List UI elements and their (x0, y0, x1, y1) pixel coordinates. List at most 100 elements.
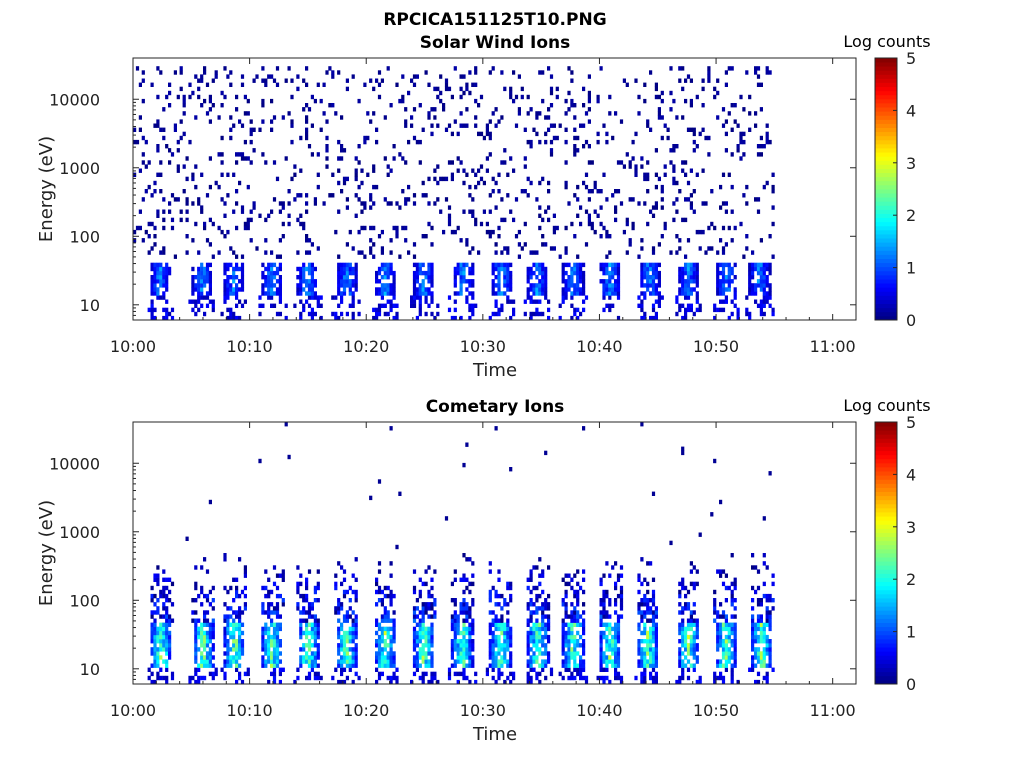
heatmap-cell (485, 667, 489, 672)
heatmap-cell (526, 671, 530, 677)
heatmap-cell (412, 606, 417, 611)
heatmap-cell (558, 303, 562, 308)
heatmap-cell (605, 254, 609, 259)
heatmap-cell (418, 291, 422, 296)
heatmap-cell (509, 270, 513, 276)
heatmap-cell (579, 279, 583, 284)
heatmap-cell (678, 266, 682, 272)
heatmap-cell (287, 454, 291, 460)
heatmap-cell (450, 598, 454, 603)
heatmap-cell (488, 119, 492, 124)
heatmap-cell (229, 115, 233, 120)
heatmap-cell (377, 622, 382, 627)
heatmap-cell (363, 254, 367, 259)
heatmap-cell (363, 139, 367, 145)
heatmap-cell (567, 262, 571, 268)
heatmap-cell (238, 663, 242, 668)
heatmap-cell (272, 275, 277, 280)
heatmap-cell (165, 279, 169, 284)
heatmap-cell (337, 303, 341, 308)
heatmap-cell (692, 663, 696, 668)
heatmap-cell (150, 598, 154, 603)
heatmap-cell (503, 86, 507, 92)
heatmap-cell (185, 536, 189, 541)
heatmap-cell (488, 651, 492, 656)
heatmap-cell (305, 299, 309, 304)
heatmap-cell (541, 602, 545, 607)
heatmap-cell (389, 303, 393, 308)
heatmap-cell (205, 111, 210, 116)
heatmap-cell (272, 565, 277, 570)
heatmap-cell (488, 622, 492, 627)
colorbar-segment (875, 442, 897, 447)
heatmap-cell (651, 622, 656, 627)
heatmap-cell (328, 103, 332, 108)
heatmap-cell (535, 647, 539, 652)
heatmap-cell (410, 295, 414, 300)
heatmap-cell (529, 634, 533, 640)
heatmap-cell (424, 287, 428, 292)
heatmap-cell (730, 626, 734, 632)
heatmap-cell (692, 647, 696, 652)
heatmap-cell (421, 622, 425, 627)
heatmap-cell (162, 270, 166, 276)
heatmap-cell (430, 614, 434, 619)
heatmap-cell (165, 585, 169, 591)
heatmap-cell (663, 172, 667, 177)
heatmap-cell (538, 679, 542, 685)
heatmap-cell (759, 144, 763, 149)
heatmap-cell (736, 311, 740, 317)
heatmap-cell (721, 283, 726, 288)
heatmap-cell (307, 266, 312, 272)
heatmap-cell (762, 516, 766, 521)
heatmap-cell (203, 266, 207, 272)
heatmap-cell (657, 242, 661, 247)
heatmap-cell (226, 283, 230, 288)
heatmap-cell (232, 647, 236, 652)
heatmap-cell (275, 630, 280, 636)
heatmap-cell (646, 618, 650, 623)
heatmap-cell (678, 303, 682, 308)
heatmap-cell (191, 172, 195, 177)
heatmap-cell (264, 647, 268, 652)
heatmap-cell (232, 618, 236, 623)
heatmap-cell (430, 262, 434, 268)
heatmap-cell (494, 291, 498, 296)
heatmap-cell (156, 659, 160, 664)
heatmap-cell (669, 107, 673, 112)
heatmap-cell (380, 659, 384, 664)
heatmap-cell (243, 139, 247, 145)
heatmap-cell (622, 164, 626, 169)
heatmap-cell (342, 639, 347, 644)
heatmap-cell (459, 610, 463, 615)
heatmap-cell (695, 569, 699, 574)
heatmap-cell (270, 634, 274, 640)
heatmap-cell (497, 626, 501, 632)
heatmap-cell (389, 299, 393, 304)
heatmap-cell (602, 659, 606, 664)
heatmap-cell (217, 152, 221, 157)
heatmap-cell (719, 573, 723, 578)
heatmap-cell (561, 275, 565, 280)
heatmap-cell (375, 630, 379, 636)
heatmap-cell (208, 299, 212, 304)
heatmap-cell (561, 270, 565, 276)
heatmap-cell (771, 254, 775, 259)
heatmap-cell (246, 667, 250, 672)
heatmap-cell (651, 250, 656, 255)
heatmap-cell (640, 299, 644, 304)
heatmap-cell (765, 679, 769, 685)
colorbar-segment (875, 123, 897, 128)
heatmap-cell (503, 602, 507, 607)
heatmap-cell (392, 283, 396, 288)
colorbar-segment (875, 622, 897, 628)
heatmap-cell (681, 667, 685, 672)
heatmap-cell (716, 630, 720, 636)
heatmap-cell (203, 279, 207, 284)
heatmap-cell (270, 589, 274, 595)
heatmap-cell (471, 270, 475, 276)
heatmap-cell (678, 622, 682, 627)
heatmap-cell (296, 602, 300, 607)
heatmap-cell (503, 291, 507, 296)
heatmap-cell (716, 279, 720, 284)
